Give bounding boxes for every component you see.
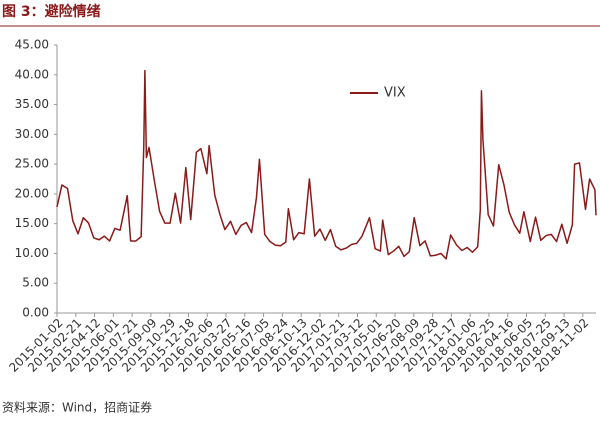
y-tick-label: 0.00 [22,306,49,320]
y-tick-label: 15.00 [15,216,49,230]
y-tick-label: 10.00 [15,246,49,260]
y-tick-label: 20.00 [15,186,49,200]
legend-label: VIX [384,86,406,101]
y-tick-label: 40.00 [15,67,49,81]
y-tick-label: 30.00 [15,127,49,141]
y-tick-label: 35.00 [15,97,49,111]
chart-title: 图 3：避险情绪 [2,3,101,20]
y-tick-label: 45.00 [15,38,49,52]
y-tick-label: 25.00 [15,157,49,171]
series-line [56,69,597,260]
y-tick-label: 5.00 [22,276,49,290]
source-note: 资料来源：Wind，招商证券 [2,400,152,415]
